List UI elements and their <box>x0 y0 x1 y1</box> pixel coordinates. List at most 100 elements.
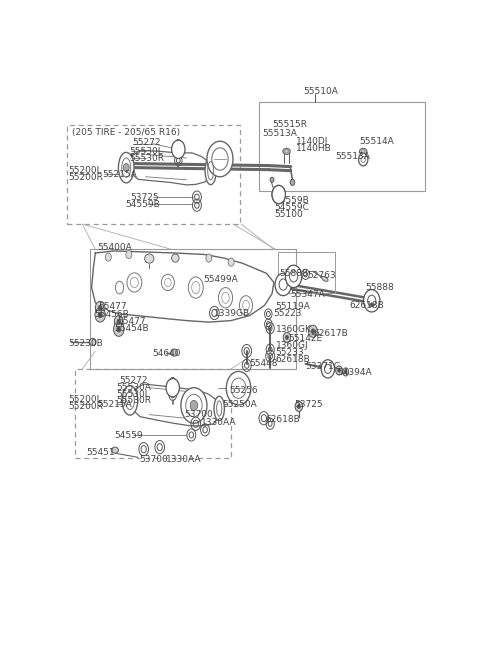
Ellipse shape <box>89 339 96 345</box>
Text: (205 TIRE - 205/65 R16): (205 TIRE - 205/65 R16) <box>72 127 180 137</box>
Ellipse shape <box>171 349 178 356</box>
Circle shape <box>117 319 120 324</box>
Circle shape <box>290 180 295 185</box>
Circle shape <box>226 372 251 405</box>
Circle shape <box>166 379 180 397</box>
Ellipse shape <box>170 378 175 381</box>
Text: 55530L: 55530L <box>129 147 163 156</box>
Text: 55530L: 55530L <box>117 390 150 399</box>
Circle shape <box>96 301 105 315</box>
Ellipse shape <box>283 148 290 154</box>
Text: 55514A: 55514A <box>360 137 394 146</box>
Ellipse shape <box>112 447 119 453</box>
Ellipse shape <box>161 275 174 290</box>
Text: 54640: 54640 <box>152 349 181 358</box>
Circle shape <box>368 300 375 310</box>
Circle shape <box>275 273 291 296</box>
Text: 55448: 55448 <box>250 359 278 368</box>
Text: 54559: 54559 <box>114 432 143 440</box>
Circle shape <box>114 315 123 328</box>
Text: 55400A: 55400A <box>97 244 132 252</box>
Circle shape <box>207 141 233 177</box>
Circle shape <box>363 290 380 312</box>
Text: 55215A: 55215A <box>97 400 132 409</box>
Ellipse shape <box>119 152 134 183</box>
Circle shape <box>117 327 121 332</box>
Text: 55200R: 55200R <box>68 402 103 411</box>
Circle shape <box>106 253 111 261</box>
Text: 55100: 55100 <box>274 210 303 219</box>
Ellipse shape <box>214 396 225 420</box>
Circle shape <box>286 335 288 339</box>
Text: 55515R: 55515R <box>272 120 307 129</box>
Text: 55256: 55256 <box>229 385 258 395</box>
Text: 55530A: 55530A <box>117 383 151 392</box>
Text: 1140HB: 1140HB <box>296 144 332 153</box>
Ellipse shape <box>122 385 138 415</box>
Text: 54559B: 54559B <box>125 200 160 209</box>
Circle shape <box>172 140 185 158</box>
Text: 55272: 55272 <box>120 376 148 385</box>
Ellipse shape <box>359 153 368 166</box>
Ellipse shape <box>205 156 216 185</box>
Circle shape <box>114 322 124 337</box>
Text: 54394A: 54394A <box>337 368 372 378</box>
Text: 55215A: 55215A <box>103 170 138 179</box>
Text: 55200L: 55200L <box>68 395 102 404</box>
Circle shape <box>228 258 234 266</box>
Circle shape <box>311 329 315 334</box>
Circle shape <box>370 303 373 307</box>
Bar <box>75 369 231 458</box>
Circle shape <box>181 387 207 423</box>
Circle shape <box>98 312 102 318</box>
Text: 62618B: 62618B <box>276 355 311 364</box>
Text: 55454B: 55454B <box>114 324 149 333</box>
Ellipse shape <box>322 277 328 281</box>
Bar <box>90 249 296 369</box>
Ellipse shape <box>144 254 154 263</box>
Text: 53725: 53725 <box>131 193 159 201</box>
Text: 53725: 53725 <box>294 400 323 409</box>
Text: 55477: 55477 <box>98 302 127 312</box>
Text: 1140DJ: 1140DJ <box>296 137 329 146</box>
Text: 55223: 55223 <box>273 310 301 319</box>
Text: 1339GB: 1339GB <box>215 310 251 319</box>
Circle shape <box>206 254 212 262</box>
Text: 55499A: 55499A <box>203 275 238 284</box>
Text: 54559B: 54559B <box>274 195 309 205</box>
Text: 55200R: 55200R <box>68 174 103 182</box>
Text: A: A <box>175 145 182 154</box>
Text: A: A <box>169 383 176 392</box>
Text: 53371C: 53371C <box>305 362 340 371</box>
Text: A: A <box>275 190 282 199</box>
Circle shape <box>309 325 317 337</box>
Text: 55530R: 55530R <box>129 154 164 163</box>
Text: 52763: 52763 <box>307 271 336 280</box>
Text: 55200L: 55200L <box>68 166 102 175</box>
Text: 55513A: 55513A <box>335 152 370 161</box>
Text: 55530R: 55530R <box>117 397 152 405</box>
Text: 62617B: 62617B <box>314 329 348 338</box>
Text: 55888: 55888 <box>279 269 308 278</box>
Text: 55142E: 55142E <box>288 334 323 343</box>
Circle shape <box>270 178 274 182</box>
Circle shape <box>126 250 132 259</box>
Text: 62618B: 62618B <box>266 415 300 424</box>
Circle shape <box>321 360 335 378</box>
Text: 55347A: 55347A <box>290 290 324 299</box>
Circle shape <box>123 164 129 172</box>
Text: 55451: 55451 <box>86 447 115 457</box>
Circle shape <box>345 370 347 374</box>
Text: 54559C: 54559C <box>274 203 309 212</box>
Circle shape <box>95 308 106 322</box>
Ellipse shape <box>240 296 252 315</box>
Ellipse shape <box>218 288 233 308</box>
Ellipse shape <box>176 140 180 144</box>
Text: 55513A: 55513A <box>262 129 297 138</box>
Ellipse shape <box>172 254 179 262</box>
Ellipse shape <box>188 277 203 298</box>
Text: 55456B: 55456B <box>95 310 129 319</box>
Circle shape <box>272 185 286 204</box>
Text: 55272: 55272 <box>132 138 161 147</box>
Circle shape <box>337 368 340 372</box>
